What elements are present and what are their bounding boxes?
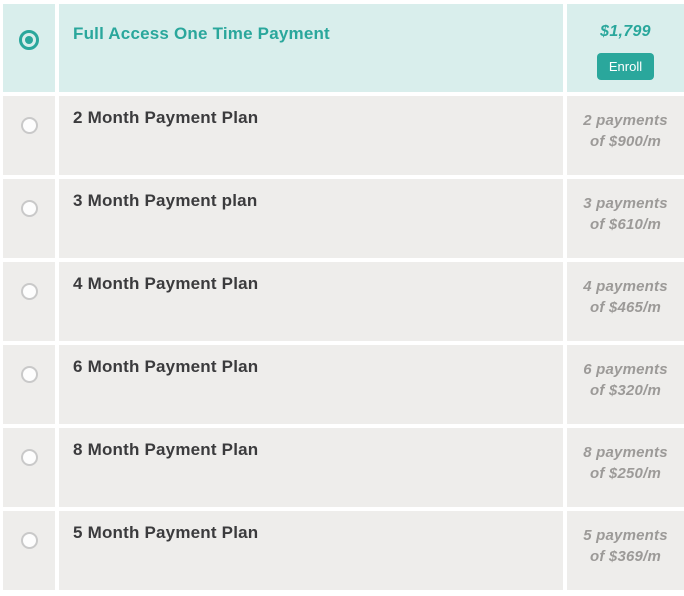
payments-line1: 4 payments xyxy=(583,278,668,295)
plan-price: $1,799 xyxy=(600,23,651,40)
radio-unselected-icon[interactable] xyxy=(20,366,38,383)
radio-unselected-icon[interactable] xyxy=(20,283,38,300)
plan-main-cell: 3 Month Payment plan xyxy=(59,179,563,258)
enroll-button[interactable]: Enroll xyxy=(596,53,655,80)
plan-radio-cell xyxy=(3,428,55,507)
radio-dot xyxy=(25,36,33,44)
plan-main-cell: 4 Month Payment Plan xyxy=(59,262,563,341)
radio-unselected-icon[interactable] xyxy=(20,449,38,466)
radio-selected-icon[interactable] xyxy=(19,30,39,50)
plan-row-5-month[interactable]: 5 Month Payment Plan 5 payments of $369/… xyxy=(3,511,684,590)
payments-line1: 5 payments xyxy=(583,527,668,544)
plan-radio-cell xyxy=(3,96,55,175)
plan-price-cell: 6 payments of $320/m xyxy=(567,345,684,424)
plan-row-3-month[interactable]: 3 Month Payment plan 3 payments of $610/… xyxy=(3,179,684,258)
plan-radio-cell xyxy=(3,4,55,92)
plan-main-cell: 6 Month Payment Plan xyxy=(59,345,563,424)
payments-line1: 2 payments xyxy=(583,112,668,129)
payments-line1: 6 payments xyxy=(583,361,668,378)
radio-unselected-icon[interactable] xyxy=(20,117,38,134)
plan-main-cell: 2 Month Payment Plan xyxy=(59,96,563,175)
plan-main-cell: 5 Month Payment Plan xyxy=(59,511,563,590)
payments-line1: 3 payments xyxy=(583,195,668,212)
radio-unselected-icon[interactable] xyxy=(20,532,38,549)
plan-price-cell: 4 payments of $465/m xyxy=(567,262,684,341)
payments-line2: of $610/m xyxy=(590,216,661,233)
plan-title: 6 Month Payment Plan xyxy=(73,357,259,376)
plan-payments-note: 6 payments of $320/m xyxy=(567,359,684,401)
radio-unselected-icon[interactable] xyxy=(20,200,38,217)
payments-line2: of $465/m xyxy=(590,299,661,316)
plan-main-cell: Full Access One Time Payment xyxy=(59,4,563,92)
payments-line2: of $900/m xyxy=(590,133,661,150)
plan-row-full-access[interactable]: Full Access One Time Payment $1,799 Enro… xyxy=(3,4,684,92)
plan-radio-cell xyxy=(3,262,55,341)
payments-line1: 8 payments xyxy=(583,444,668,461)
plan-payments-note: 2 payments of $900/m xyxy=(567,110,684,152)
payments-line2: of $250/m xyxy=(590,465,661,482)
plan-price-cell: $1,799 Enroll xyxy=(567,4,684,92)
plan-price-cell: 5 payments of $369/m xyxy=(567,511,684,590)
plan-payments-note: 8 payments of $250/m xyxy=(567,442,684,484)
plan-row-8-month[interactable]: 8 Month Payment Plan 8 payments of $250/… xyxy=(3,428,684,507)
plan-payments-note: 5 payments of $369/m xyxy=(567,525,684,567)
plan-radio-cell xyxy=(3,179,55,258)
plan-payments-note: 3 payments of $610/m xyxy=(567,193,684,235)
plan-main-cell: 8 Month Payment Plan xyxy=(59,428,563,507)
plan-price-cell: 2 payments of $900/m xyxy=(567,96,684,175)
plan-title: 4 Month Payment Plan xyxy=(73,274,259,293)
plan-title: Full Access One Time Payment xyxy=(73,24,330,43)
plan-price-cell: 3 payments of $610/m xyxy=(567,179,684,258)
payments-line2: of $369/m xyxy=(590,548,661,565)
plan-title: 3 Month Payment plan xyxy=(73,191,258,210)
plan-row-2-month[interactable]: 2 Month Payment Plan 2 payments of $900/… xyxy=(3,96,684,175)
plan-radio-cell xyxy=(3,345,55,424)
plan-payments-note: 4 payments of $465/m xyxy=(567,276,684,318)
plan-row-4-month[interactable]: 4 Month Payment Plan 4 payments of $465/… xyxy=(3,262,684,341)
plan-title: 2 Month Payment Plan xyxy=(73,108,259,127)
plan-price-cell: 8 payments of $250/m xyxy=(567,428,684,507)
plan-title: 8 Month Payment Plan xyxy=(73,440,259,459)
payments-line2: of $320/m xyxy=(590,382,661,399)
plan-title: 5 Month Payment Plan xyxy=(73,523,259,542)
plan-row-6-month[interactable]: 6 Month Payment Plan 6 payments of $320/… xyxy=(3,345,684,424)
plan-radio-cell xyxy=(3,511,55,590)
